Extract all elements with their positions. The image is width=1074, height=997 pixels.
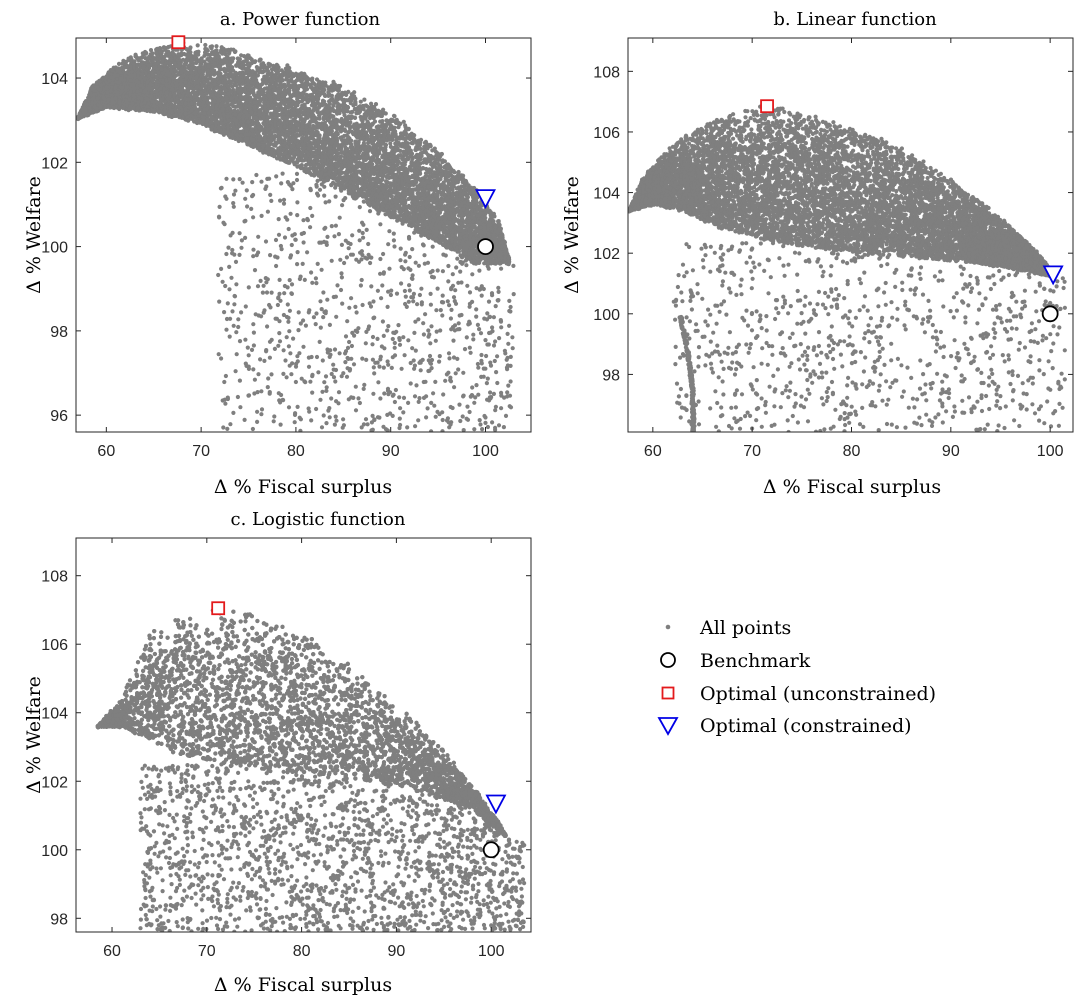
data-point — [398, 131, 404, 136]
data-point — [451, 168, 456, 174]
data-point — [303, 163, 308, 168]
data-point — [456, 171, 461, 176]
data-point — [302, 88, 307, 93]
data-point — [362, 97, 367, 102]
scatter-points — [76, 40, 516, 432]
data-point — [273, 68, 278, 73]
data-point — [396, 125, 401, 130]
data-point — [361, 199, 366, 204]
data-point — [339, 188, 344, 193]
data-point — [195, 43, 200, 48]
data-point — [391, 113, 397, 118]
data-point — [358, 99, 363, 104]
data-point — [275, 63, 280, 68]
data-point — [271, 63, 276, 68]
data-point — [341, 92, 346, 97]
data-point — [361, 162, 367, 167]
panel-power-function: a. Power function 60 70 80 90 100 9698100102… — [23, 9, 532, 498]
data-point — [381, 107, 386, 112]
data-point — [208, 44, 213, 50]
data-point — [239, 53, 244, 58]
data-point — [344, 139, 349, 144]
data-point — [230, 100, 235, 105]
chart-title: a. Power function — [220, 9, 381, 30]
data-point — [148, 48, 154, 53]
data-point — [384, 118, 389, 123]
